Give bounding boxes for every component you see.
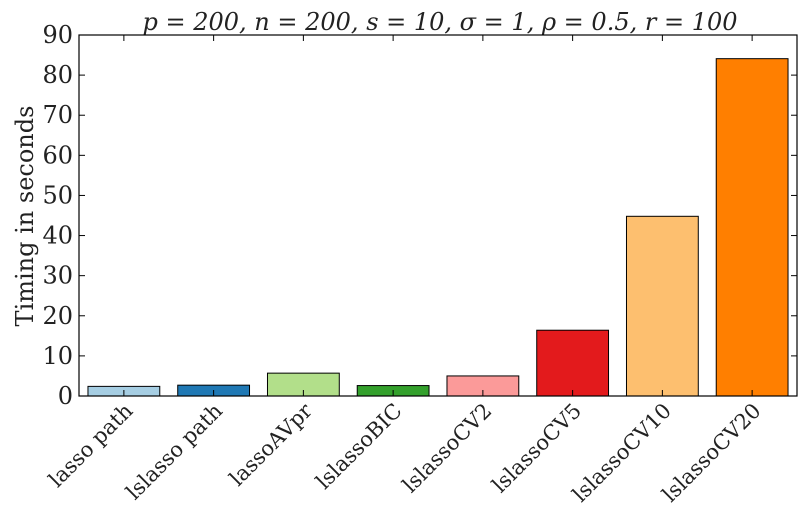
bar: [715, 58, 789, 397]
y-tick-label: 30: [42, 262, 73, 290]
bar: [536, 329, 610, 397]
x-tick-label: lslassoBIC: [311, 399, 406, 494]
y-tick-label: 90: [42, 21, 73, 49]
y-tick-label: 40: [42, 222, 73, 250]
x-tick-label: lasso path: [44, 399, 137, 492]
y-tick-label: 20: [42, 302, 73, 330]
x-tick-label: lslassoCV5: [487, 399, 586, 498]
y-tick-label: 60: [42, 141, 73, 169]
bar: [625, 215, 699, 397]
y-tick-label: 50: [42, 181, 73, 209]
y-tick-label: 0: [58, 382, 73, 410]
y-tick-label: 70: [42, 101, 73, 129]
plot-frame: [78, 34, 798, 397]
y-tick-label: 80: [42, 61, 73, 89]
x-tick-label: lslasso path: [121, 399, 227, 505]
x-tick-label: lassoAVpr: [225, 398, 318, 491]
y-axis-label: Timing in seconds: [11, 106, 39, 327]
chart-title: p = 200, n = 200, s = 10, σ = 1, ρ = 0.5…: [143, 8, 738, 36]
x-tick-label: lslassoCV2: [398, 399, 497, 498]
y-tick-label: 10: [42, 342, 73, 370]
